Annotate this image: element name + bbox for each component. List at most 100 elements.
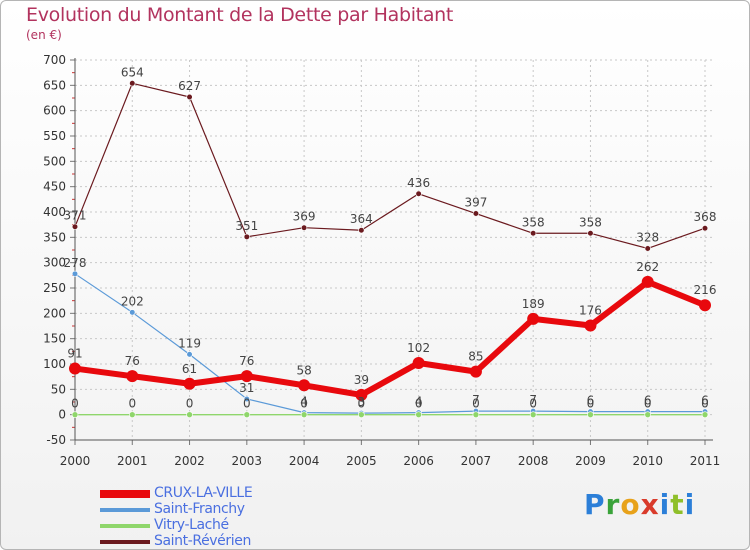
data-point [358, 227, 365, 234]
data-label: 7 [529, 393, 537, 407]
y-tick-label: 250 [43, 281, 66, 295]
series-line [74, 278, 707, 398]
data-point [527, 312, 540, 325]
data-point [71, 270, 79, 277]
data-label: 328 [636, 230, 659, 244]
data-point [128, 411, 136, 418]
data-point [186, 411, 193, 418]
data-label: 397 [464, 196, 487, 210]
y-tick-label: 300 [43, 256, 66, 270]
data-label: 0 [71, 397, 79, 411]
data-label: 202 [121, 294, 144, 308]
data-label: 39 [354, 373, 369, 387]
x-tick-label: 2010 [632, 454, 663, 468]
data-label: 0 [472, 397, 480, 411]
data-label: 364 [350, 212, 373, 226]
data-point [644, 411, 652, 418]
data-label: 368 [694, 210, 717, 224]
data-point [472, 411, 480, 418]
series-line [74, 82, 706, 250]
data-label: 0 [529, 397, 537, 411]
data-label: 76 [239, 354, 254, 368]
data-point [240, 370, 253, 383]
data-label: 278 [64, 256, 87, 270]
data-label: 0 [243, 397, 251, 411]
data-label: 4 [300, 395, 308, 409]
y-tick-label: 400 [43, 205, 66, 219]
data-label: 119 [178, 336, 201, 350]
y-tick-label: 700 [43, 53, 66, 67]
data-point [300, 411, 308, 418]
y-tick-label: 350 [43, 230, 66, 244]
y-tick-label: -50 [46, 433, 66, 447]
legend-label: Saint-Franchy [154, 501, 245, 517]
legend-label: Vitry-Laché [154, 517, 229, 533]
data-point [587, 411, 594, 418]
data-label: 7 [472, 393, 480, 407]
data-point [469, 365, 482, 378]
data-label: 0 [358, 397, 366, 411]
y-tick-label: 650 [43, 78, 66, 92]
data-point [644, 245, 651, 252]
data-label: 31 [239, 381, 254, 395]
data-point [69, 362, 81, 375]
x-tick-label: 2008 [518, 454, 549, 468]
data-label: 0 [300, 397, 308, 411]
data-label: 351 [235, 219, 258, 233]
chart-title: Evolution du Montant de la Dette par Hab… [26, 4, 454, 26]
data-label: 189 [522, 297, 545, 311]
data-label: 654 [121, 65, 144, 79]
x-tick-label: 2009 [575, 454, 606, 468]
data-label: 358 [522, 215, 545, 229]
data-label: 76 [125, 354, 140, 368]
data-label: 0 [128, 397, 136, 411]
data-point [243, 233, 250, 240]
data-label: 91 [67, 347, 82, 361]
proxiti-logo: Proxiti [584, 488, 696, 521]
data-label: 369 [293, 210, 316, 224]
data-point [701, 225, 709, 232]
y-tick-label: 50 [51, 382, 66, 396]
data-label: 262 [636, 260, 659, 274]
data-point [71, 223, 79, 230]
x-tick-label: 2011 [690, 454, 721, 468]
data-label: 58 [296, 363, 311, 377]
y-tick-label: 100 [43, 357, 66, 371]
data-point [641, 275, 654, 288]
data-label: 436 [407, 176, 430, 190]
data-label: 371 [64, 209, 87, 223]
data-point [415, 411, 422, 418]
data-point [355, 388, 368, 401]
data-point [243, 395, 250, 403]
data-point [358, 411, 365, 418]
data-point [126, 370, 139, 383]
data-point [300, 224, 308, 231]
series-line [74, 273, 705, 414]
legend-swatch [100, 490, 150, 498]
y-tick-label: 550 [43, 129, 66, 143]
data-point [129, 309, 136, 316]
y-tick-label: 450 [43, 180, 66, 194]
data-point [529, 411, 537, 418]
y-tick-label: 150 [43, 332, 66, 346]
legend-swatch [100, 524, 150, 528]
data-label: 216 [694, 283, 717, 297]
x-tick-label: 2002 [174, 454, 205, 468]
data-point [584, 319, 597, 332]
data-label: 4 [415, 395, 423, 409]
data-label: 6 [587, 394, 595, 408]
data-point [298, 379, 311, 392]
y-tick-label: 500 [43, 154, 66, 168]
data-point [243, 411, 251, 418]
data-label: 102 [407, 341, 430, 355]
data-label: 358 [579, 215, 602, 229]
data-label: 6 [644, 394, 652, 408]
legend-label: CRUX-LA-VILLE [154, 485, 253, 501]
data-point [701, 411, 709, 418]
data-label: 0 [644, 397, 652, 411]
data-label: 6 [701, 394, 709, 408]
x-tick-label: 2004 [289, 454, 320, 468]
x-tick-label: 2000 [60, 454, 91, 468]
data-label: 176 [579, 303, 602, 317]
